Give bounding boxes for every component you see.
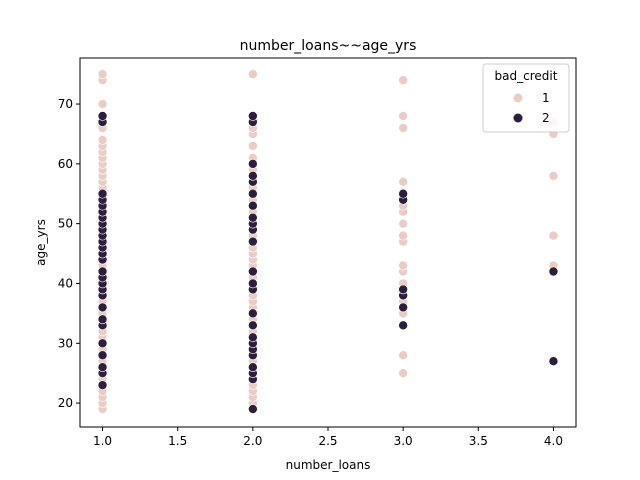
data-point-bad-credit-2 <box>97 338 108 349</box>
legend-title: bad_credit <box>495 69 558 83</box>
data-point-bad-credit-1 <box>398 75 408 85</box>
data-point-bad-credit-2 <box>97 266 108 277</box>
points-layer <box>97 69 559 414</box>
y-tick-label: 50 <box>58 217 73 231</box>
data-point-bad-credit-2 <box>248 320 258 331</box>
data-point-bad-credit-1 <box>398 350 408 361</box>
data-point-bad-credit-2 <box>97 188 108 199</box>
data-point-bad-credit-2 <box>548 266 559 277</box>
data-point-bad-credit-2 <box>248 308 258 319</box>
data-point-bad-credit-2 <box>398 320 408 331</box>
data-point-bad-credit-1 <box>97 135 108 145</box>
y-tick-label: 70 <box>58 97 73 111</box>
y-axis-ticks: 20 30 40 50 60 70 <box>58 97 80 410</box>
data-point-bad-credit-2 <box>248 171 258 181</box>
data-point-bad-credit-2 <box>398 302 408 313</box>
data-point-bad-credit-2 <box>248 188 258 199</box>
data-point-bad-credit-2 <box>248 266 258 277</box>
x-tick-label: 3.5 <box>469 434 488 448</box>
y-tick-label: 20 <box>58 396 73 410</box>
legend: bad_credit 1 2 <box>482 63 570 133</box>
x-tick-label: 2.5 <box>318 434 337 448</box>
x-axis-label: number_loans <box>286 458 371 472</box>
x-tick-label: 1.0 <box>93 434 112 448</box>
chart-title: number_loans~~age_yrs <box>240 38 417 54</box>
data-point-bad-credit-2 <box>398 284 408 295</box>
data-point-bad-credit-1 <box>97 69 108 79</box>
y-tick-label: 40 <box>58 276 73 290</box>
data-point-bad-credit-1 <box>548 230 559 241</box>
data-point-bad-credit-2 <box>248 200 258 211</box>
data-point-bad-credit-2 <box>248 362 258 372</box>
x-tick-label: 2.0 <box>243 434 262 448</box>
data-point-bad-credit-2 <box>97 362 108 372</box>
data-point-bad-credit-1 <box>97 99 108 109</box>
data-point-bad-credit-2 <box>248 212 258 223</box>
data-point-bad-credit-2 <box>97 350 108 361</box>
data-point-bad-credit-2 <box>248 159 258 169</box>
y-tick-label: 60 <box>58 157 73 171</box>
y-tick-label: 30 <box>58 336 73 350</box>
y-axis-label: age_yrs <box>34 219 48 266</box>
data-point-bad-credit-2 <box>97 302 108 313</box>
legend-label-1: 1 <box>542 91 550 105</box>
data-point-bad-credit-2 <box>548 356 559 367</box>
data-point-bad-credit-2 <box>97 314 108 325</box>
data-point-bad-credit-2 <box>97 111 108 121</box>
legend-marker-2 <box>513 113 523 123</box>
data-point-bad-credit-1 <box>398 218 408 229</box>
data-point-bad-credit-1 <box>548 171 559 181</box>
data-point-bad-credit-2 <box>97 380 108 390</box>
data-point-bad-credit-2 <box>248 111 258 121</box>
legend-label-2: 2 <box>542 111 550 125</box>
legend-marker-1 <box>513 93 523 103</box>
data-point-bad-credit-2 <box>248 278 258 289</box>
data-point-bad-credit-2 <box>248 236 258 247</box>
data-point-bad-credit-1 <box>398 111 408 121</box>
x-tick-label: 1.5 <box>168 434 187 448</box>
data-point-bad-credit-1 <box>248 69 258 79</box>
x-axis-ticks: 1.0 1.5 2.0 2.5 3.0 3.5 4.0 <box>93 427 563 448</box>
data-point-bad-credit-2 <box>248 404 258 414</box>
data-point-bad-credit-1 <box>398 177 408 187</box>
x-tick-label: 3.0 <box>394 434 413 448</box>
data-point-bad-credit-1 <box>398 260 408 271</box>
data-point-bad-credit-1 <box>398 123 408 133</box>
x-tick-label: 4.0 <box>544 434 563 448</box>
data-point-bad-credit-2 <box>248 332 258 343</box>
legend-box <box>482 63 570 133</box>
data-point-bad-credit-1 <box>248 141 258 151</box>
data-point-bad-credit-1 <box>398 368 408 378</box>
data-point-bad-credit-1 <box>398 230 408 241</box>
data-point-bad-credit-2 <box>398 188 408 199</box>
